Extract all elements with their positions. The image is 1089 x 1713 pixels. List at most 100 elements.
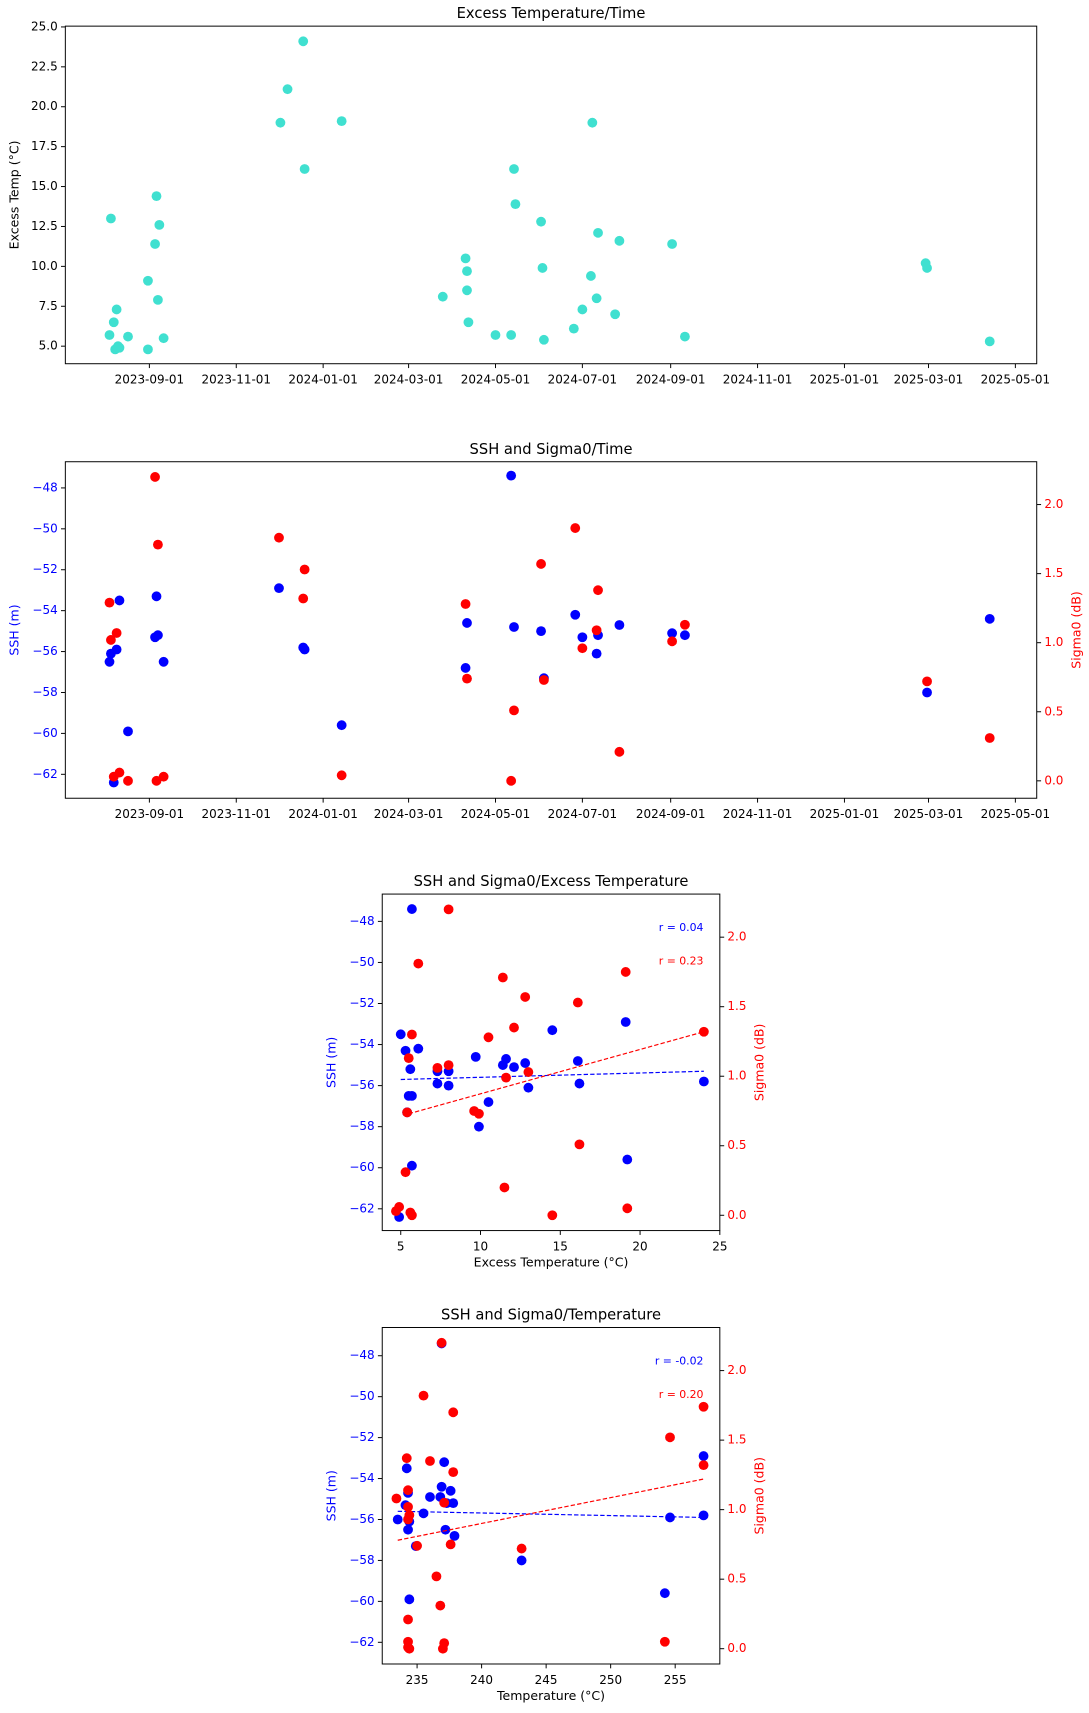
data-point [537,263,548,273]
data-point [698,1076,709,1087]
data-point [114,767,125,778]
data-point [282,84,293,95]
x-tick-label: 2025-03-01 [894,373,964,387]
data-point [667,239,678,249]
y-tick-label: −60 [32,726,57,740]
data-point [443,904,454,915]
data-point [123,775,133,786]
y-tick-label: 15.0 [31,179,58,193]
x-tick-label: 255 [664,1673,687,1687]
data-point [418,1508,429,1519]
x-tick-label: 2023-09-01 [115,373,185,387]
data-point [403,1501,413,1512]
plot-frame [381,1327,721,1665]
data-point [439,1457,450,1468]
chart-title: SSH and Sigma0/Time [470,441,633,458]
data-point [275,117,286,128]
data-point [614,746,625,757]
data-point [586,271,596,281]
data-point [336,770,347,781]
y2-tick-label: 1.0 [727,1069,746,1083]
data-point [667,636,678,647]
data-point [392,1514,403,1525]
data-point [462,266,472,277]
data-point [984,733,995,743]
data-point [622,1154,633,1165]
data-point [922,263,932,273]
data-point [593,585,603,596]
data-point [400,1167,411,1178]
data-point [108,317,119,328]
y2-tick-label: 0.5 [727,1572,746,1586]
data-point [490,330,501,340]
data-point [483,1097,494,1107]
x-tick-label: 2024-09-01 [636,807,706,821]
data-point [150,239,160,249]
y-axis-label: SSH (m) [324,1037,339,1088]
data-point [404,1594,415,1605]
data-point [336,720,347,731]
data-point [593,227,603,238]
data-point [106,213,116,224]
data-point [501,1072,511,1083]
annotation: r = 0.23 [659,955,704,968]
y-tick-label: 5.0 [39,339,58,353]
data-point [153,539,163,550]
data-point [403,1485,413,1496]
data-point [111,644,122,655]
data-point [143,344,153,355]
data-point [665,1432,675,1443]
data-point [587,117,598,128]
trend-line [400,1070,704,1081]
data-point [401,1453,412,1464]
data-point [123,726,133,737]
data-point [922,687,932,698]
data-point [153,294,163,305]
y2-tick-label: 2.0 [727,1363,746,1377]
y2-axis-label: Sigma0 (dB) [1069,591,1084,668]
y-tick-label: −54 [349,1037,374,1051]
data-point [443,1080,454,1091]
y2-tick-label: 0.0 [727,1208,746,1222]
x-tick-label: 2025-01-01 [810,373,880,387]
data-point [499,1182,510,1193]
data-point [432,1078,443,1089]
x-tick-label: 10 [473,1239,488,1253]
annotation: r = 0.20 [659,1388,704,1401]
data-point [448,1467,459,1478]
y-axis-label: SSH (m) [324,1470,339,1521]
data-point [523,1082,534,1093]
data-point [391,1493,402,1504]
data-point [413,958,424,969]
data-point [449,1530,460,1541]
y2-tick-label: 1.0 [1044,635,1063,649]
x-tick-label: 5 [397,1239,405,1253]
data-point [425,1456,435,1466]
data-point [413,1043,424,1054]
x-tick-label: 15 [553,1239,568,1253]
data-point [401,1463,412,1474]
data-point [506,775,517,786]
data-point [114,595,125,606]
data-point [570,523,581,533]
data-point [403,1614,413,1625]
x-tick-label: 250 [599,1673,622,1687]
y-tick-label: −50 [349,1389,374,1403]
y-tick-label: 17.5 [31,139,58,153]
data-point [151,775,162,786]
data-point [407,1029,417,1040]
data-point [445,1485,456,1496]
data-point [680,630,690,641]
y-axis-label: SSH (m) [7,604,22,655]
data-point [568,323,579,334]
x-tick-label: 20 [632,1239,647,1253]
data-point [405,1064,416,1075]
data-point [547,1210,558,1221]
data-point [435,1600,446,1611]
x-tick-label: 2024-07-01 [548,373,618,387]
data-point [111,304,122,315]
data-point [448,1498,459,1509]
data-point [520,1058,531,1068]
y2-tick-label: 2.0 [727,930,746,944]
